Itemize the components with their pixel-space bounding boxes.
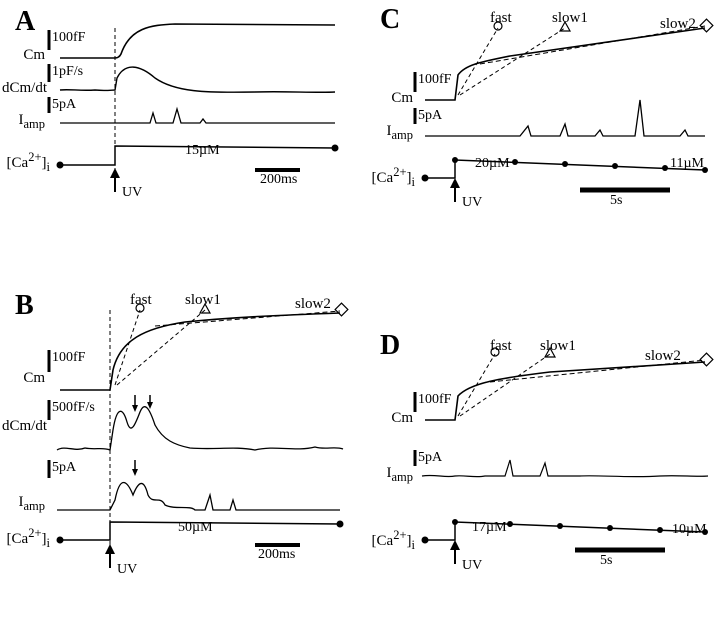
- panel-b-traces: [55, 300, 355, 600]
- panel-b-time-scale: 200ms: [258, 547, 295, 563]
- panel-d-ca-label: [Ca2+]i: [360, 528, 415, 553]
- panel-a-time-scale: 200ms: [260, 172, 297, 188]
- panel-letter-c: C: [380, 4, 400, 36]
- panel-d-ca-end: 10µM: [672, 522, 707, 538]
- panel-d-uv-label: UV: [462, 558, 482, 574]
- panel-d-iamp-scalebar: [412, 450, 418, 466]
- panel-a-uv-label: UV: [122, 185, 142, 201]
- figure-root: A 100fF Cm 1pF/s dCm/dt 5pA Iamp [Ca2+]i…: [0, 0, 720, 617]
- panel-c-uv-label: UV: [462, 195, 482, 211]
- panel-b-cm-label: Cm: [10, 370, 45, 387]
- panel-letter-b: B: [15, 290, 34, 322]
- panel-b-cm-scalebar: [46, 350, 52, 372]
- panel-d-time-scale: 5s: [600, 553, 612, 569]
- panel-d-ca-start: 17µM: [472, 520, 507, 536]
- panel-a-iamp-scalebar: [46, 97, 52, 113]
- panel-d-cm-scalebar: [412, 392, 418, 412]
- panel-c-iamp-scalebar: [412, 108, 418, 124]
- panel-c-traces: [420, 20, 720, 220]
- panel-b-dcm-label: dCm/dt: [0, 418, 47, 435]
- panel-c-iamp-label: Iamp: [378, 123, 413, 143]
- panel-d-cm-label: Cm: [378, 410, 413, 427]
- panel-a-cm-scalebar: [46, 30, 52, 50]
- panel-c-ca-label: [Ca2+]i: [360, 165, 415, 190]
- panel-a-traces: [55, 20, 345, 200]
- panel-b-ca-label: [Ca2+]i: [0, 526, 50, 551]
- panel-b-ca-value: 50µM: [178, 520, 213, 536]
- panel-letter-a: A: [15, 6, 35, 38]
- panel-b-iamp-scalebar: [46, 460, 52, 478]
- panel-letter-d: D: [380, 330, 400, 362]
- panel-c-time-scale: 5s: [610, 193, 622, 209]
- panel-c-cm-label: Cm: [378, 90, 413, 107]
- panel-a-cm-label: Cm: [10, 47, 45, 64]
- panel-a-ca-label: [Ca2+]i: [0, 150, 50, 175]
- panel-b-uv-label: UV: [117, 562, 137, 578]
- panel-d-iamp-label: Iamp: [378, 465, 413, 485]
- panel-a-iamp-label: Iamp: [10, 112, 45, 132]
- panel-a-ca-value: 15µM: [185, 143, 220, 159]
- panel-c-ca-end: 11µM: [670, 156, 704, 172]
- panel-c-ca-start: 20µM: [475, 156, 510, 172]
- panel-a-dcm-label: dCm/dt: [0, 80, 47, 97]
- panel-b-iamp-label: Iamp: [10, 494, 45, 514]
- panel-d-traces: [420, 348, 720, 578]
- panel-c-cm-scalebar: [412, 72, 418, 92]
- panel-b-dcm-scalebar: [46, 400, 52, 420]
